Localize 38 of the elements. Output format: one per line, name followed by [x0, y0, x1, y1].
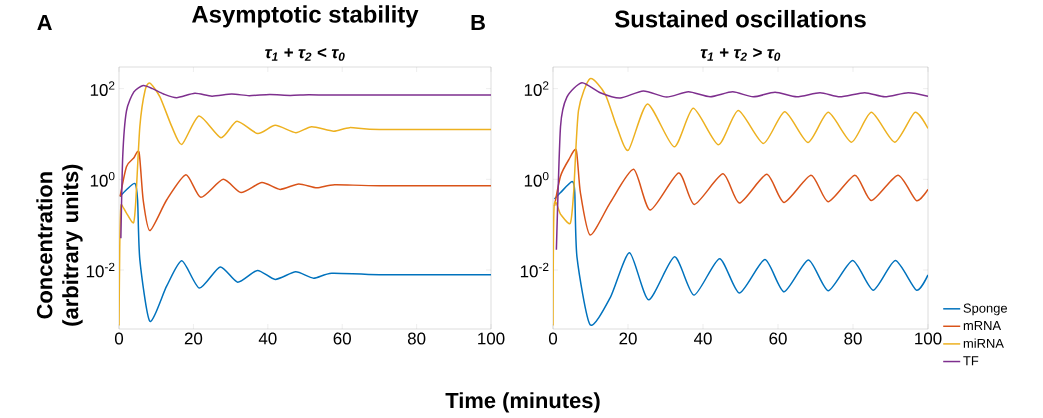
x-tick-label: 20 [619, 332, 637, 345]
legend-label: TF [963, 356, 979, 366]
text: A [37, 14, 52, 30]
line-series [555, 81, 929, 251]
x-tick-label: 20 [184, 332, 203, 345]
x-tick-label: 80 [407, 332, 426, 345]
x-tick-label: 40 [693, 332, 712, 345]
legend-label: miRNA [963, 338, 1004, 348]
y-tick-label: 10$^{2}$ [90, 81, 115, 96]
y-tick-label: 10$^{-2}$ [86, 262, 115, 278]
chart-subtitle: τ$_{1}$ + τ$_{2}$ < τ$_{0}$ [265, 47, 345, 61]
y-tick-label: 10$^{0}$ [90, 171, 115, 187]
line-series [120, 84, 492, 240]
y-axis-title: Concentration (arbitrary units) [36, 164, 83, 326]
chart-title: Asymptotic stability [192, 5, 419, 28]
text: B [471, 14, 485, 30]
x-tick-label: 40 [258, 332, 277, 345]
x-tick-label: 60 [333, 332, 351, 345]
x-tick-label: 60 [769, 332, 787, 345]
x-axis-title: Time (minutes) [445, 392, 600, 413]
chart-subtitle: τ$_{1}$ + τ$_{2}$ > τ$_{0}$ [700, 47, 781, 61]
line-series [119, 150, 492, 232]
y-tick-label: 10$^{-2}$ [520, 262, 549, 278]
line-series [553, 77, 929, 327]
line-series [553, 148, 929, 236]
legend-label: mRNA [963, 321, 1002, 330]
chart-title: Sustained oscillations [614, 9, 866, 28]
x-tick-label: 0 [548, 332, 558, 345]
x-tick-label: 80 [844, 332, 862, 345]
y-tick-label: 10$^{0}$ [524, 171, 549, 187]
x-tick-label: 100 [478, 332, 505, 345]
y-tick-label: 10$^{2}$ [524, 81, 549, 96]
line-series [119, 182, 492, 323]
x-tick-label: 0 [114, 332, 124, 345]
line-series [553, 180, 929, 327]
line-series [119, 82, 492, 327]
legend-label: Sponge [963, 303, 1008, 316]
x-tick-label: 100 [915, 332, 942, 345]
